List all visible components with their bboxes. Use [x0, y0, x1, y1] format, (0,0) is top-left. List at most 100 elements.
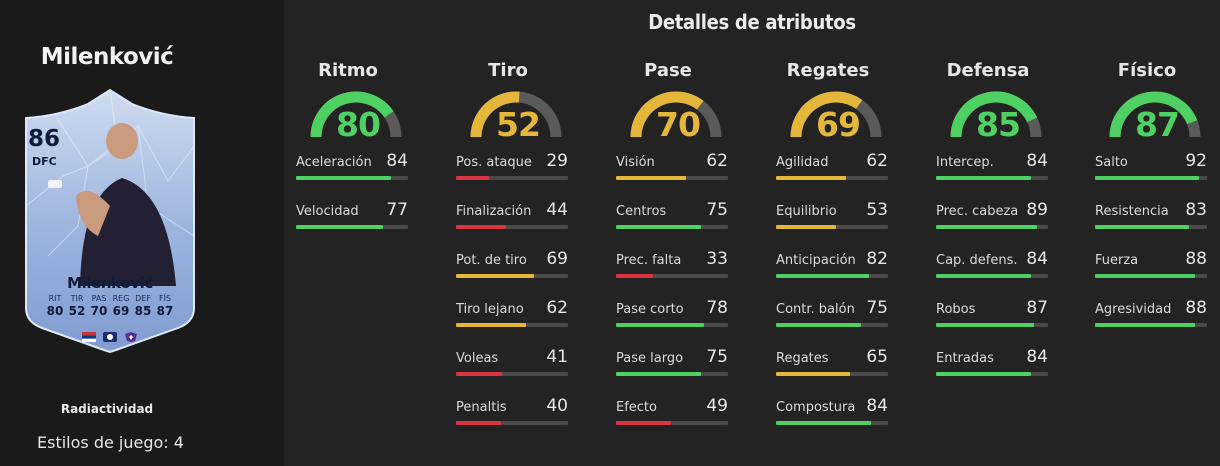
gauge-arc	[790, 91, 882, 138]
attribute-column-regates: Regates 69 Agilidad 62 Equilibrio 53 Anticipac…	[776, 60, 896, 449]
stat-row[interactable]: Resistencia 83	[1095, 200, 1207, 253]
stat-value: 75	[706, 200, 728, 220]
stat-name: Agresividad	[1095, 302, 1172, 317]
stat-name: Prec. falta	[616, 253, 682, 268]
stat-row[interactable]: Voleas 41	[456, 347, 568, 400]
stat-row[interactable]: Prec. falta 33	[616, 249, 728, 302]
stat-bar-fill	[456, 274, 535, 278]
stat-row[interactable]: Tiro lejano 62	[456, 298, 568, 351]
stat-bar	[776, 372, 888, 376]
stat-name: Intercep.	[936, 155, 994, 170]
stat-list: Intercep. 84 Prec. cabeza 89 Cap. defens. 84 R…	[936, 151, 1056, 400]
stat-value: 62	[706, 151, 728, 171]
stat-name: Anticipación	[776, 253, 856, 268]
stat-bar	[776, 176, 888, 180]
stat-value: 53	[866, 200, 888, 220]
stat-value: 44	[546, 200, 568, 220]
stat-row[interactable]: Entradas 84	[936, 347, 1048, 400]
stat-row[interactable]: Prec. cabeza 89	[936, 200, 1048, 253]
category-title: Defensa	[946, 60, 1030, 81]
card-stat-value: 52	[68, 304, 86, 318]
stat-bar-fill	[936, 225, 1037, 229]
category-value: 87	[1135, 105, 1180, 144]
stat-bar	[616, 372, 728, 376]
category-gauge: 85	[948, 89, 1048, 144]
stat-list: Salto 92 Resistencia 83 Fuerza 88 Agresividad 8…	[1095, 151, 1215, 351]
card-stat-tir: TIR 52	[66, 294, 88, 318]
stat-row[interactable]: Efecto 49	[616, 396, 728, 449]
stat-bar	[1095, 274, 1207, 278]
stat-name: Prec. cabeza	[936, 204, 1019, 219]
stat-row[interactable]: Anticipación 82	[776, 249, 888, 302]
gauge-fill	[790, 91, 863, 138]
stat-value: 69	[546, 249, 568, 269]
stat-name: Fuerza	[1095, 253, 1139, 268]
gauge-arc	[470, 91, 562, 138]
stat-name: Aceleración	[296, 155, 372, 170]
category-title: Ritmo	[318, 60, 378, 81]
card-position: DFC	[32, 155, 57, 168]
stat-row[interactable]: Regates 65	[776, 347, 888, 400]
card-badges	[33, 332, 187, 342]
stat-name: Equilibrio	[776, 204, 837, 219]
stat-row[interactable]: Compostura 84	[776, 396, 888, 449]
stat-row[interactable]: Cap. defens. 84	[936, 249, 1048, 302]
stat-value: 89	[1026, 200, 1048, 220]
stat-name: Pase corto	[616, 302, 684, 317]
boot-icon	[48, 180, 62, 188]
gauge-arc	[950, 91, 1042, 138]
stat-row[interactable]: Centros 75	[616, 200, 728, 253]
stat-name: Velocidad	[296, 204, 359, 219]
stat-row[interactable]: Fuerza 88	[1095, 249, 1207, 302]
stat-row[interactable]: Aceleración 84	[296, 151, 408, 204]
stat-bar	[456, 176, 568, 180]
stat-value: 75	[706, 347, 728, 367]
stat-row[interactable]: Salto 92	[1095, 151, 1207, 204]
stat-bar-fill	[456, 421, 502, 425]
stat-name: Compostura	[776, 400, 856, 415]
stat-row[interactable]: Robos 87	[936, 298, 1048, 351]
card-stat-def: DEF 85	[132, 294, 154, 318]
stat-row[interactable]: Finalización 44	[456, 200, 568, 253]
stat-row[interactable]: Contr. balón 75	[776, 298, 888, 351]
stat-name: Cap. defens.	[936, 253, 1018, 268]
stat-name: Penaltis	[456, 400, 507, 415]
stat-bar-fill	[776, 421, 872, 425]
playstyles-count[interactable]: Estilos de juego: 4	[37, 433, 184, 452]
stat-bar	[1095, 225, 1207, 229]
card-version-label: Radiactividad	[60, 402, 154, 416]
stat-value: 77	[386, 200, 408, 220]
stat-row[interactable]: Penaltis 40	[456, 396, 568, 449]
stat-row[interactable]: Pase corto 78	[616, 298, 728, 351]
card-stat-label: REG	[112, 294, 130, 303]
stat-row[interactable]: Pot. de tiro 69	[456, 249, 568, 302]
stat-row[interactable]: Pos. ataque 29	[456, 151, 568, 204]
stat-list: Pos. ataque 29 Finalización 44 Pot. de tiro 6…	[456, 151, 576, 449]
stat-bar	[616, 225, 728, 229]
category-value: 52	[496, 105, 541, 144]
stat-name: Pos. ataque	[456, 155, 532, 170]
stat-bar-fill	[456, 372, 503, 376]
stat-row[interactable]: Pase largo 75	[616, 347, 728, 400]
card-stat-label: TIR	[70, 294, 84, 303]
stat-bar-fill	[1095, 323, 1195, 327]
stat-value: 62	[546, 298, 568, 318]
attributes-panel	[284, 0, 1220, 466]
player-card[interactable]: 86 DFC Milenković RIT 80 TIR 52 PAS 70 REG 69 DE…	[18, 86, 202, 354]
stat-row[interactable]: Agilidad 62	[776, 151, 888, 204]
stat-value: 84	[386, 151, 408, 171]
category-gauge: 70	[628, 89, 728, 144]
card-stat-reg: REG 69	[110, 294, 132, 318]
stat-name: Finalización	[456, 204, 532, 219]
league-logo-icon	[103, 332, 117, 342]
card-stat-value: 87	[156, 304, 174, 318]
stat-bar-fill	[296, 176, 392, 180]
category-value: 85	[976, 105, 1021, 144]
category-gauge: 69	[788, 89, 888, 144]
stat-row[interactable]: Velocidad 77	[296, 200, 408, 253]
stat-row[interactable]: Intercep. 84	[936, 151, 1048, 204]
stat-bar-fill	[456, 225, 506, 229]
stat-row[interactable]: Equilibrio 53	[776, 200, 888, 253]
stat-row[interactable]: Visión 62	[616, 151, 728, 204]
stat-row[interactable]: Agresividad 88	[1095, 298, 1207, 351]
